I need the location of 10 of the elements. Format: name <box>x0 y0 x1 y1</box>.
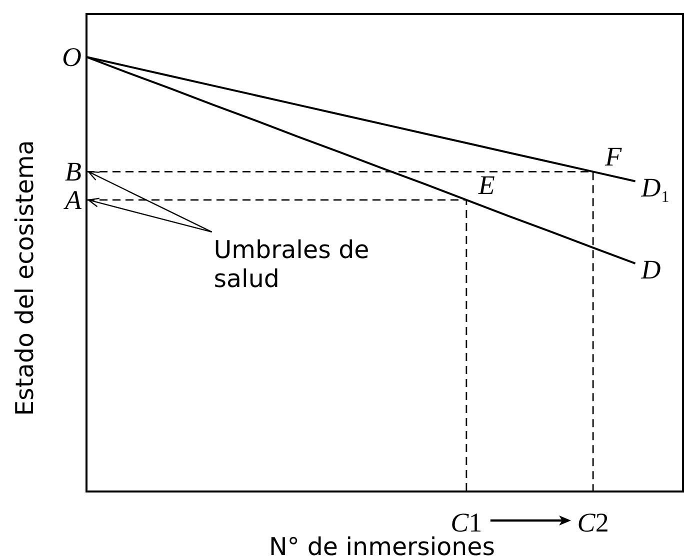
annotation: Umbrales de salud <box>214 234 370 293</box>
annotation: E <box>477 170 496 200</box>
series-label: D₁ <box>640 172 670 202</box>
text: O <box>62 42 82 72</box>
annotation: F <box>604 142 622 172</box>
text: B <box>65 156 82 187</box>
series-label: D <box>640 254 662 284</box>
y-axis-title: Estado del ecosistema <box>10 140 39 416</box>
x-tick-label: C2 <box>577 508 609 538</box>
text: A <box>63 184 82 215</box>
